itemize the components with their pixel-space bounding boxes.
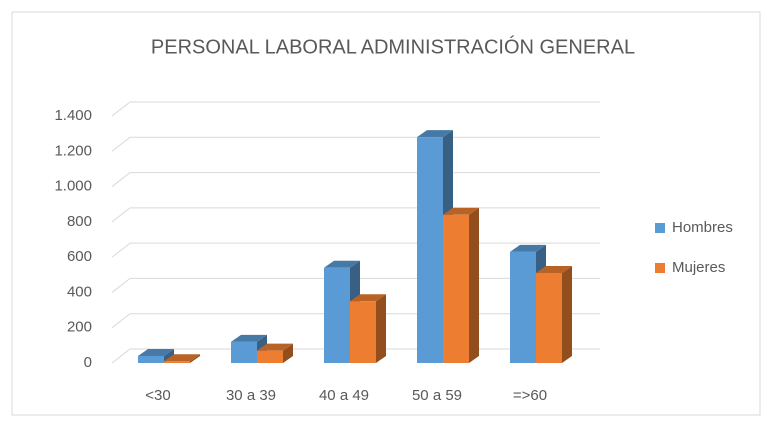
grid-line — [111, 348, 131, 364]
bar-top — [510, 244, 546, 252]
y-tick-label: 0 — [84, 354, 92, 371]
bar-top — [231, 334, 267, 342]
grid-line — [111, 242, 131, 258]
grid-line — [111, 207, 131, 223]
grid-line — [111, 101, 131, 117]
bar — [164, 361, 190, 363]
y-tick-label: 800 — [67, 213, 92, 230]
bar — [536, 273, 562, 363]
bar-top — [138, 348, 174, 356]
bar — [350, 301, 376, 363]
bar-side — [562, 266, 572, 363]
x-tick-label: 50 a 59 — [412, 387, 462, 404]
y-tick-label: 400 — [67, 283, 92, 300]
y-tick-label: 1.400 — [54, 107, 92, 124]
x-tick-label: 40 a 49 — [319, 387, 369, 404]
legend-swatch — [655, 223, 665, 233]
legend-label: Hombres — [672, 219, 733, 236]
bar — [443, 214, 469, 363]
bar-side — [376, 294, 386, 363]
bar-top — [257, 343, 293, 351]
bar — [231, 341, 257, 363]
grid-line — [111, 278, 131, 293]
legend-swatch — [655, 263, 665, 273]
y-tick-label: 200 — [67, 319, 92, 336]
y-tick-label: 1.200 — [54, 142, 92, 159]
bar — [417, 137, 443, 363]
bar-top — [324, 260, 360, 268]
x-tick-label: =>60 — [513, 387, 547, 404]
x-tick-label: 30 a 39 — [226, 387, 276, 404]
y-tick-label: 1.000 — [54, 178, 92, 195]
grid-line — [111, 313, 131, 329]
x-tick-label: <30 — [145, 387, 170, 404]
bar-side — [283, 343, 293, 363]
grid-line — [111, 136, 131, 152]
bar-top — [536, 266, 572, 274]
y-tick-label: 600 — [67, 248, 92, 265]
bar — [324, 267, 350, 363]
bar-top — [443, 207, 479, 215]
bar — [510, 251, 536, 363]
legend-label: Mujeres — [672, 259, 725, 276]
grid-line — [111, 172, 131, 187]
chart-title: PERSONAL LABORAL ADMINISTRACIÓN GENERAL — [151, 35, 635, 58]
bar-top — [164, 354, 200, 362]
bar-top — [417, 130, 453, 138]
bar — [138, 355, 164, 363]
bar-side — [190, 354, 200, 363]
bar-top — [350, 294, 386, 302]
bar — [257, 350, 283, 363]
bar-side — [469, 207, 479, 363]
